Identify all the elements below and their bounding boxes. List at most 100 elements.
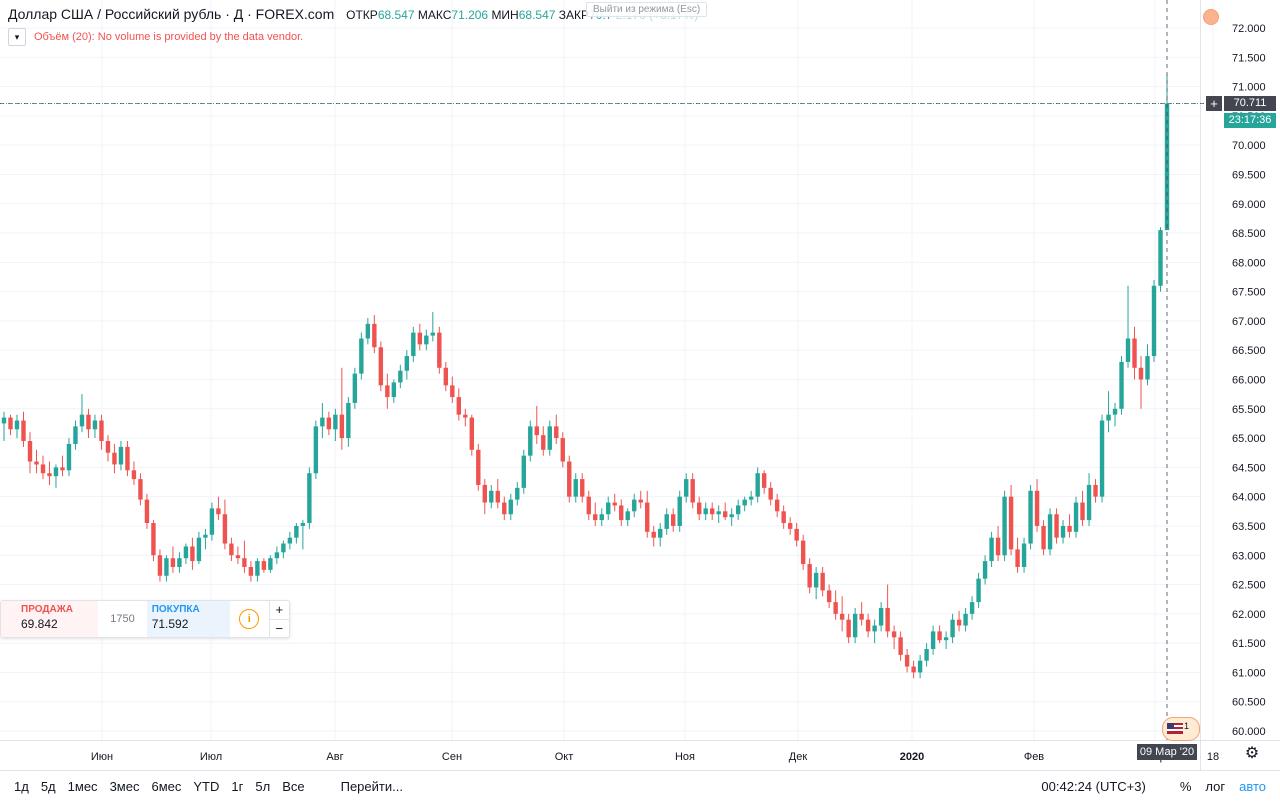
price-tick-label: 65.000: [1232, 433, 1266, 445]
candle-body: [963, 613, 968, 626]
bar-countdown: 23:17:36: [1224, 113, 1276, 128]
range-all[interactable]: Все: [282, 778, 305, 794]
range-ytd[interactable]: YTD: [193, 778, 220, 794]
candle-body: [112, 452, 117, 465]
price-tick-label: 71.000: [1232, 82, 1266, 94]
candle-body: [164, 558, 169, 576]
sell-price: 69.842: [21, 617, 58, 631]
candle-body: [560, 438, 565, 462]
candle-body: [450, 385, 455, 398]
range-5d[interactable]: 5д: [40, 778, 56, 794]
price-tick-label: 70.000: [1232, 140, 1266, 152]
alert-icon[interactable]: [1203, 9, 1219, 25]
candle-body: [372, 323, 377, 348]
candle-body: [1047, 514, 1053, 550]
candle-body: [476, 449, 481, 485]
sell-button[interactable]: ПРОДАЖА 69.842: [1, 601, 99, 637]
price-tick-label: 60.000: [1232, 726, 1266, 738]
plus-icon[interactable]: +: [1206, 96, 1222, 111]
price-tick-label: 67.000: [1232, 316, 1266, 328]
minus-button[interactable]: −: [275, 620, 284, 636]
candle-body: [456, 397, 462, 415]
candle-body: [86, 414, 91, 430]
candle-body: [1034, 490, 1040, 526]
candle-body: [794, 528, 799, 541]
candle-body: [703, 508, 708, 515]
price-tick-label: 66.500: [1232, 345, 1266, 357]
candle-body: [307, 473, 312, 524]
candle-body: [924, 648, 929, 661]
range-1y[interactable]: 1г: [231, 778, 244, 794]
candle-body: [1021, 543, 1027, 567]
low-value: 68.547: [518, 8, 556, 22]
candle-body: [1138, 367, 1144, 380]
candle-body: [645, 502, 650, 532]
log-toggle[interactable]: лог: [1205, 778, 1226, 794]
candle-body: [1164, 103, 1170, 231]
spread-value: 1750: [110, 613, 135, 625]
event-count: 1: [1184, 721, 1190, 731]
chart-area[interactable]: 72.00071.50071.00070.50070.00069.50069.0…: [0, 0, 1280, 770]
candle-body: [1099, 420, 1105, 497]
economic-event-badge[interactable]: 1: [1162, 717, 1200, 741]
candle-body: [411, 332, 416, 357]
candle-body: [956, 619, 962, 626]
candle-body: [1086, 484, 1092, 521]
candle-body: [586, 496, 591, 515]
candle-body: [632, 499, 637, 512]
candle-body: [573, 479, 578, 497]
candle-body: [716, 511, 721, 515]
candle-body: [1067, 525, 1072, 532]
candle-body: [982, 561, 988, 579]
candle-body: [170, 558, 176, 567]
goto-date-button[interactable]: Перейти...: [340, 778, 403, 794]
range-3m[interactable]: 3мес: [109, 778, 140, 794]
clock-timezone[interactable]: 00:42:24 (UTC+3): [1041, 778, 1146, 794]
candle-body: [774, 499, 780, 512]
candle-body: [261, 561, 267, 570]
candle-body: [118, 446, 124, 465]
candle-body: [677, 496, 682, 526]
candle-body: [1125, 338, 1131, 362]
candle-body: [846, 619, 851, 638]
candle-body: [1158, 230, 1163, 286]
close-label: ЗАКР: [558, 8, 590, 22]
candle-body: [352, 373, 358, 403]
candle-body: [515, 487, 520, 500]
us-flag-icon: [1167, 723, 1183, 734]
time-tick-label: 18: [1207, 751, 1219, 763]
candle-body: [1112, 408, 1118, 415]
plus-button[interactable]: +: [269, 601, 289, 620]
candle-body: [21, 420, 26, 442]
symbol-title[interactable]: Доллар США / Российский рубль · Д · FORE…: [8, 6, 335, 22]
range-1d[interactable]: 1д: [14, 778, 29, 794]
candle-body: [599, 514, 604, 521]
candle-body: [1145, 356, 1150, 380]
time-tick-label: Окт: [555, 751, 574, 763]
exit-mode-tooltip[interactable]: Выйти из режима (Esc): [586, 2, 708, 17]
candle-body: [1151, 285, 1157, 357]
candle-body: [99, 420, 104, 442]
candle-body: [229, 543, 234, 556]
volume-notice: Объём (20): No volume is provided by the…: [34, 31, 304, 43]
candle-body: [105, 441, 111, 453]
candle-body: [34, 461, 39, 465]
candlestick-chart[interactable]: 72.00071.50071.00070.50070.00069.50069.0…: [0, 0, 1280, 770]
gear-icon[interactable]: ⚙: [1244, 745, 1260, 762]
percent-toggle[interactable]: %: [1179, 778, 1192, 794]
candle-body: [1060, 525, 1066, 538]
high-label: МАКС: [417, 8, 452, 22]
range-1m[interactable]: 1мес: [67, 778, 98, 794]
candle-body: [463, 414, 468, 418]
candle-body: [1041, 525, 1046, 550]
buy-button[interactable]: ПОКУПКА 71.592: [146, 601, 230, 637]
chevron-down-icon[interactable]: ▾: [8, 28, 26, 46]
range-5y[interactable]: 5л: [255, 778, 271, 794]
candle-body: [73, 426, 78, 444]
range-6m[interactable]: 6мес: [151, 778, 182, 794]
auto-toggle[interactable]: авто: [1239, 778, 1266, 794]
info-button[interactable]: i: [230, 601, 269, 637]
price-tick-label: 61.500: [1232, 638, 1266, 650]
candle-body: [404, 356, 410, 371]
candle-body: [904, 654, 910, 667]
